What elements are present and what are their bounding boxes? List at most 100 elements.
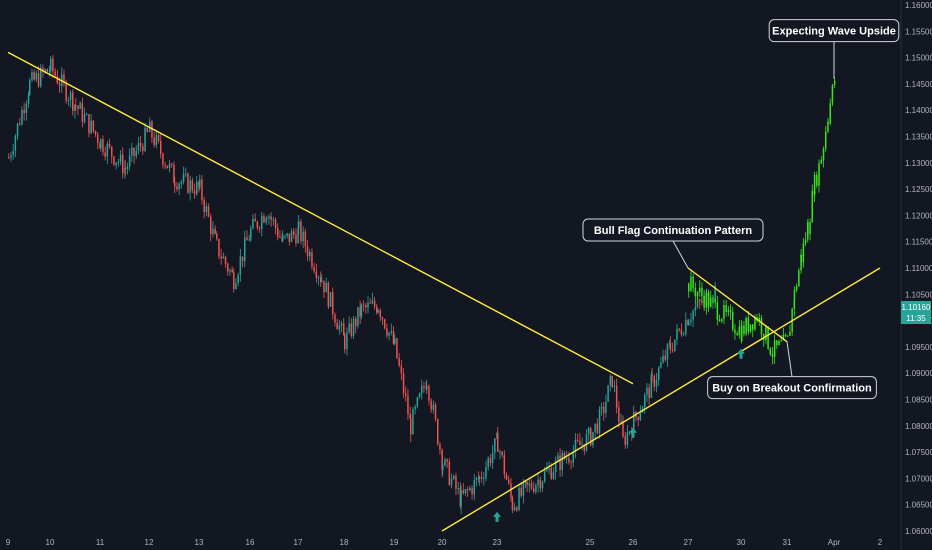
candle: [97, 134, 99, 144]
candle: [475, 477, 478, 480]
candle: [613, 385, 616, 387]
candle: [520, 487, 522, 496]
projection-candle: [696, 291, 699, 297]
candle: [12, 150, 14, 156]
callout-pointer: [786, 341, 793, 377]
candle: [295, 234, 297, 244]
candle: [352, 318, 355, 336]
candle: [699, 299, 701, 302]
candle: [191, 180, 194, 191]
projection-candle: [802, 243, 805, 263]
candle: [592, 431, 594, 446]
candle: [151, 121, 153, 138]
candle: [248, 239, 250, 241]
candle: [483, 477, 485, 479]
projection-candle: [752, 324, 754, 330]
projection-candle: [827, 121, 829, 124]
candle: [554, 460, 557, 473]
y-axis: 1.16000 1.15500 1.15000 1.14500 1.14000 1.135…: [900, 0, 932, 550]
candle: [214, 228, 216, 234]
candle: [423, 385, 425, 388]
candle: [182, 174, 185, 182]
projection-candle: [710, 297, 712, 307]
y-tick-label: 1.13000: [905, 159, 932, 168]
candle: [637, 416, 639, 421]
candle: [568, 457, 570, 462]
x-tick-label: 12: [145, 538, 154, 547]
candle: [690, 319, 692, 322]
projection-candle: [741, 325, 743, 341]
trendlines-layer: [7, 51, 881, 532]
candle: [485, 467, 487, 478]
candle: [99, 143, 101, 149]
x-tick-label: 18: [340, 538, 349, 547]
x-tick-label: 10: [46, 538, 55, 547]
candle: [48, 70, 51, 72]
candle: [88, 114, 90, 134]
candle: [198, 181, 200, 187]
candle: [371, 300, 374, 304]
candle: [252, 218, 254, 229]
projection-candle: [807, 222, 809, 235]
projection-candle: [703, 295, 705, 308]
projection-candle: [765, 326, 767, 340]
candle: [173, 164, 175, 183]
candle: [235, 282, 237, 290]
candle: [313, 266, 315, 272]
candle: [503, 455, 506, 475]
candle: [164, 164, 166, 166]
candle: [279, 236, 281, 238]
candle: [332, 292, 334, 315]
candle: [115, 162, 117, 165]
candle: [94, 130, 97, 135]
candle: [541, 481, 544, 489]
candle: [185, 173, 187, 175]
candle: [135, 150, 137, 157]
candle: [277, 228, 279, 237]
candle: [398, 358, 400, 366]
candle: [550, 468, 553, 479]
y-tick-label: 1.09000: [905, 369, 932, 378]
candle: [81, 103, 84, 122]
x-tick-label: 26: [629, 538, 638, 547]
candle: [302, 231, 304, 242]
candle: [460, 490, 462, 507]
y-tick-label: 1.14500: [905, 80, 932, 89]
candle: [268, 216, 270, 219]
candle: [418, 393, 421, 398]
candle: [108, 143, 111, 147]
candle: [369, 302, 371, 304]
candle: [548, 468, 550, 470]
candle: [19, 123, 21, 125]
candle: [54, 71, 56, 76]
arrows-layer: [493, 348, 745, 522]
candle: [293, 231, 295, 235]
candle: [446, 459, 448, 462]
projection-candle: [780, 340, 782, 342]
x-tick-label: 2: [878, 538, 883, 547]
candle: [119, 154, 122, 162]
candle: [528, 483, 531, 486]
candle: [426, 386, 428, 389]
candle: [229, 270, 231, 272]
callout-text: Expecting Wave Upside: [772, 26, 896, 38]
candle: [131, 147, 133, 156]
candle: [8, 157, 10, 159]
candle: [254, 218, 256, 222]
projection-candle: [745, 317, 747, 334]
candle: [40, 67, 42, 87]
candle: [570, 461, 572, 463]
candle: [581, 444, 583, 446]
candle: [505, 474, 508, 480]
candle: [469, 487, 471, 491]
projection-candle: [747, 317, 750, 332]
candle: [615, 385, 618, 408]
candle: [692, 310, 694, 320]
candle: [113, 156, 115, 165]
candle: [117, 161, 120, 163]
candle: [65, 82, 67, 101]
projection-candle: [758, 317, 761, 321]
projection-candle: [690, 276, 692, 292]
candle: [272, 219, 275, 221]
